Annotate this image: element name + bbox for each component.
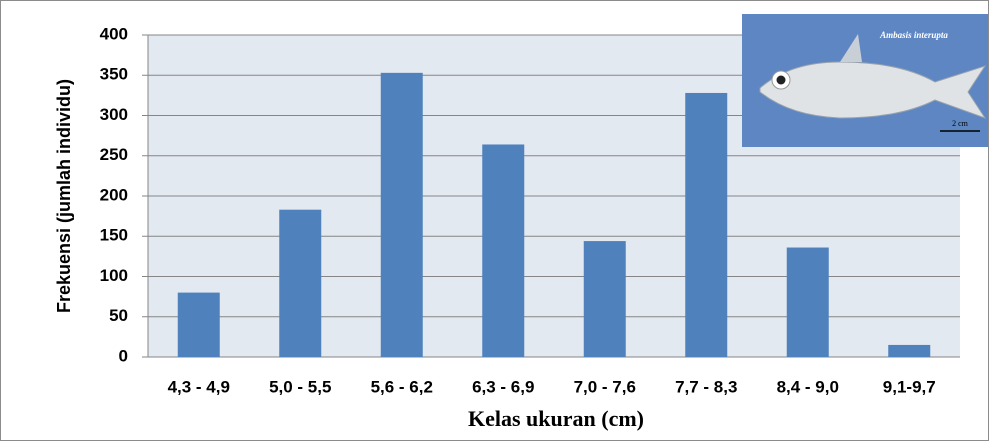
y-tick-label: 150 xyxy=(100,226,128,245)
x-tick-label: 5,6 - 6,2 xyxy=(371,377,433,396)
x-axis-title: Kelas ukuran (cm) xyxy=(468,406,644,431)
y-tick-label: 250 xyxy=(100,145,128,164)
y-axis-title: Frekuensi (jumlah individu) xyxy=(54,79,74,313)
x-tick-label: 8,4 - 9,0 xyxy=(777,377,839,396)
scale-label: 2 cm xyxy=(952,119,969,128)
y-tick-label: 400 xyxy=(100,24,128,43)
y-tick-label: 200 xyxy=(100,185,128,204)
x-tick-label: 5,0 - 5,5 xyxy=(269,377,331,396)
x-tick-label: 4,3 - 4,9 xyxy=(168,377,230,396)
y-tick-label: 300 xyxy=(100,105,128,124)
x-tick-label: 7,0 - 7,6 xyxy=(574,377,636,396)
x-tick-label: 7,7 - 8,3 xyxy=(675,377,737,396)
chart: 0 50 100 150 200 250 300 350 400 4,3 - 4,9 5,0 - 5… xyxy=(0,0,989,441)
bar xyxy=(685,93,727,357)
fish-pupil xyxy=(777,76,786,85)
bar xyxy=(888,345,930,357)
bar xyxy=(787,248,829,357)
bar xyxy=(482,144,524,357)
y-tick-label: 0 xyxy=(119,346,128,365)
bar xyxy=(584,241,626,357)
inset-photo: Ambasis interupta 2 cm xyxy=(742,14,988,147)
bar xyxy=(381,73,423,357)
x-tick-label: 6,3 - 6,9 xyxy=(472,377,534,396)
species-label: Ambasis interupta xyxy=(879,30,948,40)
y-tick-label: 100 xyxy=(100,266,128,285)
y-tick-label: 50 xyxy=(109,306,128,325)
x-tick-label: 9,1-9,7 xyxy=(883,377,936,396)
bar xyxy=(178,293,220,357)
bar xyxy=(279,210,321,357)
y-tick-label: 350 xyxy=(100,65,128,84)
